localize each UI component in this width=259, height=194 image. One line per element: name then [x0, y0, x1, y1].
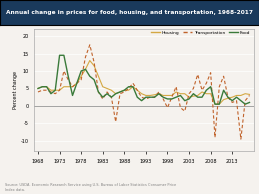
Text: Source: USDA, Economic Research Service using U.S. Bureau of Labor Statistics Co: Source: USDA, Economic Research Service … [5, 184, 176, 192]
Y-axis label: Percent change: Percent change [13, 71, 18, 109]
Text: Annual change in prices for food, housing, and transportation, 1968-2017: Annual change in prices for food, housin… [6, 10, 253, 15]
Legend: Housing, Transportation, Food: Housing, Transportation, Food [149, 29, 251, 36]
